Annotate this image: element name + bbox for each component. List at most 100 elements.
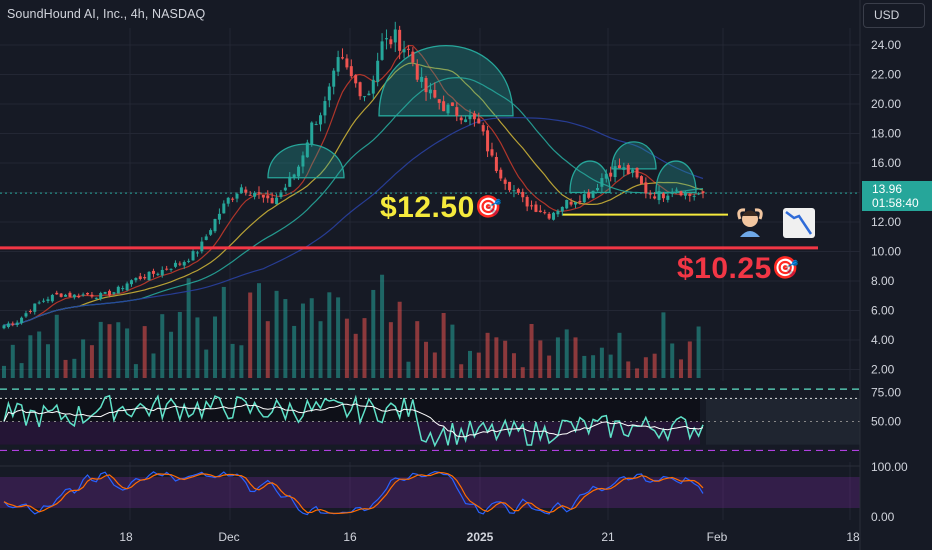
volume-bar: [424, 341, 429, 378]
candle-body: [81, 294, 85, 296]
volume-bar: [63, 359, 68, 378]
volume-bar: [230, 343, 235, 378]
volume-bar: [300, 303, 305, 378]
time-axis-label: 16: [343, 530, 357, 544]
volume-bar: [221, 286, 226, 378]
candle-body: [582, 194, 586, 203]
candle-body: [574, 202, 578, 205]
volume-bar: [54, 314, 59, 378]
candle-body: [310, 122, 314, 145]
volume-bar: [406, 361, 411, 378]
volume-bar: [81, 339, 86, 378]
volume-bar: [186, 278, 191, 378]
volume-bar: [98, 321, 103, 378]
candle-body: [701, 191, 705, 194]
volume-bar: [72, 358, 77, 378]
volume-bar: [213, 316, 218, 378]
rounded-top: [569, 160, 611, 194]
candle-body: [20, 317, 24, 323]
rounded-top: [655, 160, 697, 194]
candle-body: [411, 51, 415, 63]
time-axis: 18 Dec 16 2025 21 Feb 18: [119, 530, 860, 544]
volume-bar: [415, 321, 420, 378]
moving-average-line: [3, 117, 704, 326]
rsi-axis-label: 50.00: [871, 415, 901, 429]
candle-body: [543, 212, 547, 214]
volume-bar: [441, 312, 446, 378]
candle-body: [508, 181, 512, 191]
candle-body: [209, 230, 213, 235]
candle-body: [112, 292, 116, 294]
volume-bar: [547, 355, 552, 378]
candle-body: [108, 290, 112, 296]
volume-bar: [177, 311, 182, 378]
candle-body: [178, 263, 182, 265]
volume-bar: [274, 290, 279, 378]
candle-body: [319, 115, 323, 125]
volume-bar: [652, 353, 657, 378]
volume-bar: [503, 340, 508, 378]
candle-body: [314, 124, 318, 126]
candle-body: [433, 89, 437, 98]
person-arms: [737, 208, 763, 220]
stochastic-d-line: [3, 471, 704, 515]
volume-bar: [538, 340, 543, 378]
volume-bar: [37, 331, 42, 378]
volume-bar: [160, 314, 165, 378]
candle-body: [15, 322, 19, 325]
candle-body: [94, 297, 98, 299]
volume-bar: [511, 353, 516, 378]
candle-body: [191, 251, 195, 261]
volume-bar: [397, 301, 402, 378]
candle-body: [226, 197, 230, 204]
candle-body: [169, 268, 173, 270]
volume-bar: [142, 326, 147, 378]
candle-body: [323, 101, 327, 116]
candle-body: [213, 218, 217, 232]
candle-body: [503, 179, 507, 184]
current-price-value: 13.96: [872, 182, 903, 196]
time-axis-label: Feb: [707, 530, 728, 544]
candle-body: [200, 241, 204, 252]
candle-body: [173, 262, 177, 267]
volume-bar: [661, 312, 666, 378]
rounded-top: [611, 141, 657, 170]
candle-body: [332, 70, 336, 87]
price-axis-label: 8.00: [871, 274, 895, 288]
volume-bar: [169, 331, 174, 378]
candle-body: [125, 283, 129, 291]
moving-averages: [3, 44, 704, 326]
rsi-pane: 75.00 50.00: [0, 381, 901, 462]
candle-body: [187, 260, 191, 262]
volume-bar: [28, 335, 33, 378]
volume-bar: [283, 299, 288, 378]
candle-body: [494, 156, 498, 172]
candle-body: [635, 167, 639, 178]
volume-bar: [327, 292, 332, 378]
candle-body: [552, 212, 556, 220]
volume-bar: [380, 274, 385, 378]
candle-body: [688, 194, 692, 196]
candle-body: [622, 167, 626, 170]
candle-body: [692, 195, 696, 197]
candle-body: [477, 118, 481, 124]
candle-body: [301, 155, 305, 167]
candle-body: [217, 213, 221, 220]
stochastic-axis-label: 0.00: [871, 510, 895, 524]
stochastic-axis-label: 100.00: [871, 460, 908, 474]
candle-body: [50, 295, 54, 302]
chart-icon-line: [785, 211, 813, 235]
rsi-lower-band: [0, 421, 700, 445]
time-axis-label: 2025: [467, 530, 494, 544]
volume-bar: [608, 354, 613, 378]
candle-body: [644, 182, 648, 194]
volume-bar: [432, 352, 437, 378]
candle-body: [512, 190, 516, 192]
volume-bar: [485, 332, 490, 378]
price-axis-label: 12.00: [871, 215, 901, 229]
currency-button[interactable]: USD: [863, 3, 925, 28]
target-label-1025: $10.25🎯: [677, 252, 800, 286]
price-axis-label: 2.00: [871, 363, 895, 377]
volume-bar: [476, 352, 481, 378]
